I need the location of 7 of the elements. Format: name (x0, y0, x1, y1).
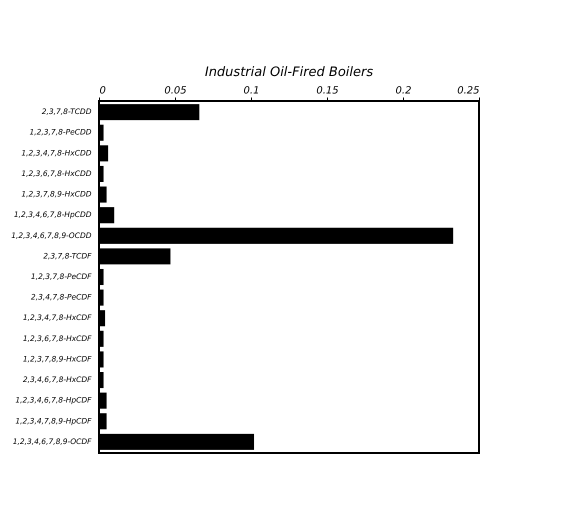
chart-title: Industrial Oil-Fired Boilers (204, 65, 374, 80)
x-tick-label: 0.15 (316, 86, 339, 96)
x-tick-label: 0.1 (244, 86, 260, 96)
x-tick-label: 0 (100, 86, 106, 96)
x-tick-label: 0.2 (396, 86, 412, 96)
x-tick-label: 0.25 (457, 86, 480, 96)
x-tick-label: 0.05 (164, 86, 187, 96)
